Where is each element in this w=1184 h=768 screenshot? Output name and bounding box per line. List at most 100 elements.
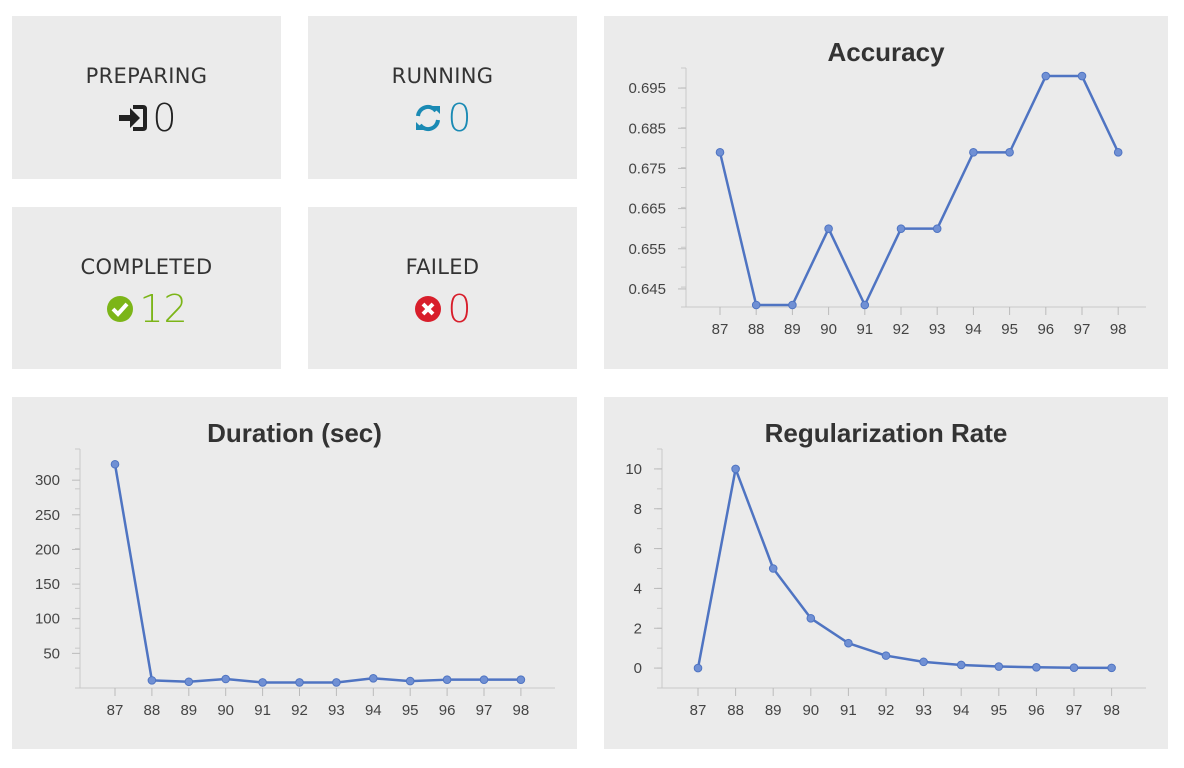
data-point[interactable]	[806, 613, 816, 623]
data-point[interactable]	[1032, 663, 1041, 672]
y-tick-label: 8	[634, 501, 642, 518]
x-tick-label: 94	[953, 702, 970, 719]
y-tick-label: 200	[35, 541, 60, 558]
running-card: RUNNING 0	[308, 16, 577, 179]
x-tick-label: 91	[254, 702, 271, 719]
y-tick-label: 50	[43, 645, 60, 662]
y-tick-label: 6	[634, 541, 642, 558]
x-tick-label: 92	[291, 702, 308, 719]
preparing-count: 0	[116, 98, 177, 138]
y-tick-label: 4	[634, 580, 642, 597]
x-tick-label: 90	[802, 702, 819, 719]
x-tick-label: 91	[840, 702, 857, 719]
x-tick-label: 93	[328, 702, 345, 719]
data-point[interactable]	[768, 564, 778, 573]
y-tick-label: 10	[625, 461, 642, 478]
x-tick-label: 91	[856, 321, 873, 338]
x-tick-label: 97	[1074, 321, 1091, 338]
data-point[interactable]	[994, 662, 1004, 671]
x-tick-label: 96	[1037, 321, 1054, 338]
data-point[interactable]	[332, 678, 341, 687]
data-point[interactable]	[881, 651, 891, 660]
data-point[interactable]	[956, 660, 966, 670]
x-tick-label: 87	[690, 702, 707, 719]
x-tick-label: 87	[712, 321, 729, 338]
y-tick-label: 0.675	[628, 160, 666, 177]
x-tick-label: 97	[476, 702, 493, 719]
data-point[interactable]	[110, 459, 120, 469]
data-point[interactable]	[184, 677, 194, 687]
preparing-label: PREPARING	[85, 64, 208, 88]
x-tick-label: 93	[915, 702, 932, 719]
data-point[interactable]	[1113, 148, 1123, 157]
data-point[interactable]	[844, 638, 853, 648]
data-point[interactable]	[1041, 71, 1051, 81]
completed-label: COMPLETED	[80, 255, 213, 279]
data-point[interactable]	[715, 148, 725, 157]
y-tick-label: 150	[35, 576, 60, 593]
x-tick-label: 88	[748, 321, 765, 338]
data-point[interactable]	[860, 300, 870, 310]
data-point[interactable]	[479, 675, 489, 684]
x-tick-label: 94	[365, 702, 382, 719]
failed-count: 0	[413, 287, 472, 331]
data-point[interactable]	[969, 148, 978, 157]
x-tick-label: 95	[990, 702, 1007, 719]
data-point[interactable]	[1005, 148, 1014, 157]
series-line	[718, 74, 1120, 307]
data-point[interactable]	[751, 300, 761, 310]
duration-chart-card: Duration (sec) 50 100 150 200 250 300 87 88 89 90 9…	[12, 397, 577, 749]
data-point[interactable]	[516, 675, 526, 684]
x-tick-label: 92	[893, 321, 910, 338]
x-tick-label: 94	[965, 321, 982, 338]
y-tick-label: 250	[35, 507, 60, 524]
data-point[interactable]	[147, 676, 157, 685]
x-tick-label: 89	[784, 321, 801, 338]
x-tick-label: 98	[1103, 702, 1120, 719]
preparing-card: PREPARING 0	[12, 16, 281, 179]
data-point[interactable]	[442, 675, 452, 684]
data-point[interactable]	[731, 464, 740, 474]
data-point[interactable]	[258, 678, 267, 687]
x-tick-label: 88	[144, 702, 161, 719]
regularization-rate-chart: Regularization Rate 0 2 4 6 8 10 87 88 89 90 91 92 93…	[625, 418, 1146, 719]
data-point[interactable]	[369, 674, 378, 683]
data-point[interactable]	[932, 224, 942, 233]
accuracy-chart-card: Accuracy 0.645 0.655 0.665 0.675 0.685 0.695 87…	[604, 16, 1168, 369]
series-line	[696, 467, 1112, 670]
chart-title: Duration (sec)	[207, 418, 382, 448]
y-tick-label: 0.695	[628, 80, 666, 97]
data-point[interactable]	[1069, 663, 1079, 672]
chart-title: Accuracy	[827, 37, 945, 67]
x-tick-label: 97	[1066, 702, 1083, 719]
data-point[interactable]	[221, 674, 230, 684]
failed-label: FAILED	[405, 255, 480, 279]
data-point[interactable]	[788, 300, 797, 310]
completed-count: 12	[105, 289, 188, 329]
data-point[interactable]	[919, 657, 928, 667]
data-point[interactable]	[1107, 663, 1116, 673]
series-line	[113, 464, 521, 684]
x-tick-label: 92	[878, 702, 895, 719]
y-tick-label: 0.665	[628, 201, 666, 218]
completed-card: COMPLETED 12	[12, 207, 281, 369]
x-tick-label: 90	[820, 321, 837, 338]
data-point[interactable]	[824, 224, 833, 233]
data-point[interactable]	[295, 678, 304, 687]
failed-card: FAILED 0	[308, 207, 577, 369]
accuracy-chart: Accuracy 0.645 0.655 0.665 0.675 0.685 0.695 87…	[628, 37, 1146, 338]
running-value: 0	[447, 96, 472, 140]
refresh-icon	[416, 104, 441, 132]
check-circle-icon	[107, 296, 134, 322]
x-tick-label: 98	[1110, 321, 1127, 338]
x-tick-label: 89	[180, 702, 197, 719]
y-tick-label: 300	[35, 472, 60, 489]
data-point[interactable]	[1077, 71, 1087, 81]
data-point[interactable]	[693, 663, 703, 673]
failed-value: 0	[447, 287, 472, 331]
data-point[interactable]	[896, 224, 906, 233]
x-tick-label: 88	[727, 702, 744, 719]
sign-in-icon	[119, 105, 148, 131]
y-tick-label: 0.685	[628, 120, 666, 137]
data-point[interactable]	[405, 676, 415, 686]
